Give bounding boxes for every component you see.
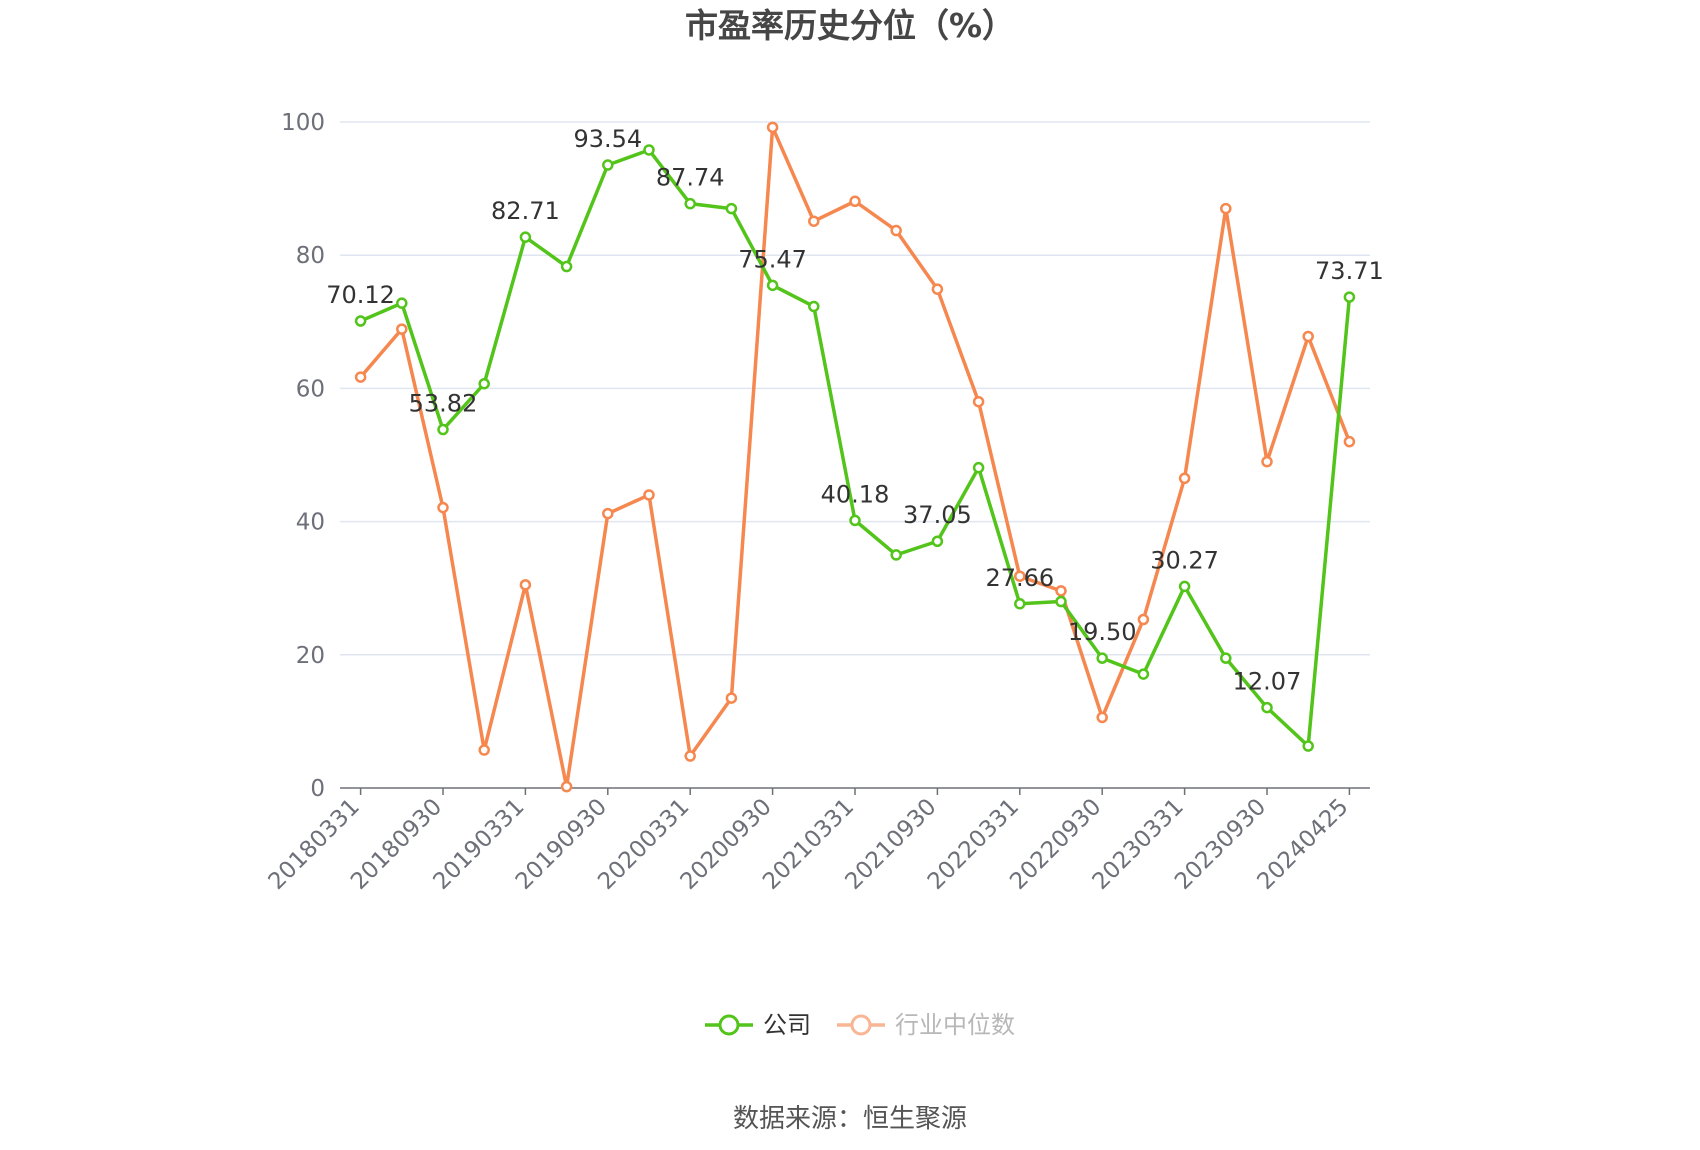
y-tick-label: 0 bbox=[310, 776, 325, 802]
data-label: 93.54 bbox=[573, 125, 642, 153]
data-point bbox=[725, 202, 738, 215]
data-point bbox=[354, 315, 367, 327]
data-point bbox=[1261, 701, 1273, 714]
data-point bbox=[1014, 570, 1026, 582]
x-axis: 2018033120180930201903312019093020200331… bbox=[264, 787, 1370, 895]
series-layer bbox=[354, 121, 1356, 793]
data-label: 19.50 bbox=[1068, 618, 1137, 646]
data-point bbox=[725, 692, 738, 704]
y-axis: 0 20 40 60 80 100 bbox=[281, 110, 325, 802]
legend-label: 行业中位数 bbox=[895, 1011, 1015, 1039]
data-point bbox=[1178, 580, 1191, 593]
data-point bbox=[478, 377, 490, 390]
data-point bbox=[931, 535, 944, 547]
data-point bbox=[437, 501, 449, 514]
chart-title: 市盈率历史分位（%） bbox=[685, 6, 1015, 45]
data-label: 30.27 bbox=[1150, 546, 1219, 574]
data-point bbox=[602, 159, 614, 171]
y-tick-label: 80 bbox=[296, 243, 325, 269]
data-point bbox=[1178, 472, 1191, 485]
data-point bbox=[1343, 435, 1356, 448]
data-point bbox=[1055, 595, 1067, 608]
data-point bbox=[478, 744, 490, 756]
data-point bbox=[643, 489, 655, 501]
data-point bbox=[766, 121, 779, 134]
data-point bbox=[1302, 740, 1314, 752]
legend-swatch-marker bbox=[850, 1014, 872, 1036]
y-tick-label: 20 bbox=[296, 643, 325, 669]
data-point bbox=[931, 283, 944, 295]
data-point bbox=[602, 507, 614, 520]
data-label: 75.47 bbox=[738, 245, 807, 273]
data-point bbox=[972, 395, 985, 408]
data-point bbox=[1137, 613, 1150, 626]
data-point bbox=[560, 780, 573, 793]
legend-label: 公司 bbox=[763, 1011, 811, 1039]
legend[interactable]: 公司 行业中位数 bbox=[705, 1011, 1015, 1039]
data-label: 87.74 bbox=[656, 164, 725, 192]
data-point bbox=[396, 323, 408, 335]
data-point bbox=[849, 514, 861, 527]
data-point bbox=[1055, 585, 1067, 597]
data-label: 12.07 bbox=[1233, 668, 1302, 696]
data-point bbox=[519, 579, 532, 591]
data-point bbox=[890, 549, 902, 561]
y-tick-label: 40 bbox=[296, 510, 325, 536]
y-tick-label: 60 bbox=[296, 376, 325, 402]
data-point bbox=[808, 300, 820, 313]
data-point bbox=[849, 195, 861, 208]
data-label: 82.71 bbox=[491, 197, 560, 225]
legend-item[interactable]: 行业中位数 bbox=[837, 1011, 1015, 1039]
data-label: 37.05 bbox=[903, 501, 972, 529]
data-point bbox=[1096, 711, 1108, 724]
data-point bbox=[766, 279, 779, 292]
series-1 bbox=[354, 121, 1356, 793]
data-labels: 70.12 53.82 82.71 93.54 87.74 75.47 40.18 37.05… bbox=[326, 125, 1384, 696]
data-point bbox=[396, 297, 408, 309]
data-point bbox=[354, 371, 367, 383]
series-0 bbox=[354, 144, 1356, 752]
legend-swatch-marker bbox=[718, 1014, 740, 1036]
series-line bbox=[359, 125, 1352, 789]
data-label: 73.71 bbox=[1315, 257, 1384, 285]
data-point bbox=[1220, 652, 1232, 664]
grid-lines bbox=[340, 121, 1370, 656]
data-point bbox=[560, 260, 573, 273]
data-label: 53.82 bbox=[409, 390, 478, 418]
data-point bbox=[1220, 202, 1232, 215]
data-point bbox=[890, 224, 902, 237]
data-point bbox=[684, 197, 696, 210]
data-point bbox=[1096, 652, 1108, 664]
y-tick-label: 100 bbox=[281, 110, 325, 136]
data-label: 70.12 bbox=[326, 281, 395, 309]
data-point bbox=[643, 144, 655, 156]
legend-item[interactable]: 公司 bbox=[705, 1011, 811, 1039]
data-point bbox=[519, 231, 532, 243]
data-label: 40.18 bbox=[821, 480, 890, 508]
data-point bbox=[972, 461, 985, 474]
data-point bbox=[684, 750, 696, 762]
data-source-text: 数据来源：恒生聚源 bbox=[733, 1104, 967, 1134]
data-point bbox=[1261, 455, 1273, 468]
data-point bbox=[808, 215, 820, 227]
data-point bbox=[437, 423, 449, 436]
data-point bbox=[1343, 291, 1356, 303]
data-point bbox=[1137, 668, 1150, 680]
data-point bbox=[1014, 598, 1026, 610]
data-label: 27.66 bbox=[985, 564, 1054, 592]
data-point bbox=[1302, 330, 1314, 343]
